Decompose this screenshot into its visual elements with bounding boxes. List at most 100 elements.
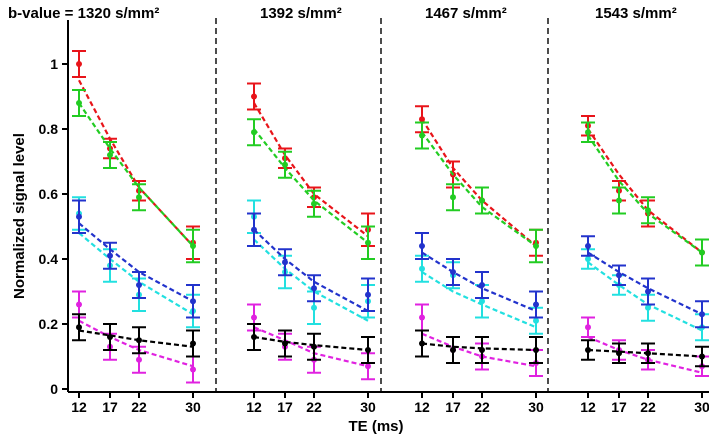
data-point	[419, 116, 425, 123]
series-red	[415, 105, 543, 257]
fit-line-green	[587, 134, 703, 254]
data-point	[107, 152, 113, 158]
data-point	[107, 334, 113, 340]
data-point	[645, 304, 651, 311]
series-green	[247, 118, 375, 260]
series-cyan	[415, 254, 543, 335]
data-point	[479, 282, 485, 288]
data-point	[616, 350, 622, 357]
fit-line-blue	[78, 222, 194, 303]
data-point	[282, 161, 288, 168]
data-point	[479, 197, 485, 204]
data-point	[76, 61, 82, 67]
series-magenta	[581, 316, 709, 377]
series-black	[72, 313, 200, 358]
data-point	[136, 194, 142, 201]
x-tick-label: 12	[246, 399, 262, 415]
x-tick-label: 30	[185, 399, 201, 415]
data-point	[136, 282, 142, 288]
data-point	[419, 340, 425, 347]
series-blue	[415, 232, 543, 319]
fit-line-green	[421, 131, 537, 247]
x-tick-label: 12	[580, 399, 596, 415]
series-black	[581, 339, 709, 368]
fit-line-red	[421, 118, 537, 247]
data-point	[251, 129, 257, 136]
panel-title: b-value = 1320 s/mm²	[8, 5, 159, 22]
fit-line-red	[78, 79, 194, 247]
data-point	[190, 243, 196, 249]
x-tick-label: 22	[640, 399, 656, 415]
fit-line-green	[78, 102, 194, 247]
x-axis-label: TE (ms)	[348, 418, 403, 435]
series-blue	[247, 212, 375, 312]
x-tick-label: 17	[277, 399, 293, 415]
axes-frame: 0 0.2 0.4 0.6 0.8 1	[39, 18, 709, 397]
data-point	[645, 207, 651, 214]
series-red	[72, 50, 200, 260]
x-tick-label: 22	[306, 399, 322, 415]
data-point	[699, 353, 705, 360]
data-point	[190, 298, 196, 305]
fit-line-magenta	[253, 326, 369, 368]
fit-line-red	[253, 102, 369, 238]
data-point	[76, 100, 82, 106]
fit-line-black	[78, 329, 194, 348]
y-tick-label: 0.6	[39, 186, 59, 202]
series-blue	[581, 235, 709, 329]
series-magenta	[72, 290, 200, 384]
data-point	[136, 337, 142, 344]
data-point	[699, 311, 705, 318]
data-point	[251, 334, 257, 340]
data-point	[533, 347, 539, 353]
data-point	[107, 252, 113, 259]
data-point	[645, 350, 651, 357]
fit-line-magenta	[78, 319, 194, 368]
fit-line-blue	[421, 251, 537, 313]
data-point	[533, 317, 539, 324]
x-tick-label: 17	[445, 399, 461, 415]
data-point	[311, 304, 317, 311]
data-point	[479, 298, 485, 305]
fit-line-blue	[587, 251, 703, 316]
data-point	[533, 301, 539, 308]
data-point	[585, 324, 591, 331]
panel-3: 1467 s/mm² 12 17 22 30	[414, 5, 544, 415]
data-point	[76, 213, 82, 220]
panel-title: 1392 s/mm²	[260, 5, 342, 22]
data-point	[585, 129, 591, 136]
x-tick-label: 17	[611, 399, 627, 415]
y-tick-label: 0.2	[39, 316, 59, 332]
data-point	[450, 347, 456, 353]
series-black	[415, 329, 543, 364]
series-red	[247, 82, 375, 247]
data-point	[365, 239, 371, 246]
data-point	[365, 347, 371, 353]
data-point	[251, 226, 257, 233]
data-point	[616, 272, 622, 279]
fit-line-red	[587, 128, 703, 254]
fit-line-cyan	[587, 261, 703, 332]
data-point	[645, 288, 651, 295]
data-point	[251, 314, 257, 321]
y-tick-label: 0.4	[39, 251, 59, 267]
data-point	[282, 340, 288, 347]
fit-line-magenta	[587, 335, 703, 374]
y-tick-label: 0	[50, 381, 58, 397]
data-point	[136, 356, 142, 363]
data-point	[365, 291, 371, 298]
panels: b-value = 1320 s/mm² 12 17 22 30 1392 s/mm² 12…	[8, 5, 709, 415]
series-red	[581, 115, 709, 267]
data-point	[282, 259, 288, 266]
fit-line-blue	[253, 228, 369, 312]
data-point	[419, 265, 425, 272]
series-green	[581, 121, 709, 267]
series-black	[247, 323, 375, 364]
data-point	[76, 301, 82, 308]
data-point	[699, 249, 705, 256]
x-tick-label: 22	[131, 399, 147, 415]
series-cyan	[581, 248, 709, 342]
panel-title: 1467 s/mm²	[425, 5, 507, 22]
data-point	[585, 256, 591, 262]
panel-4: 1543 s/mm² 12 17 22 30	[580, 5, 709, 415]
